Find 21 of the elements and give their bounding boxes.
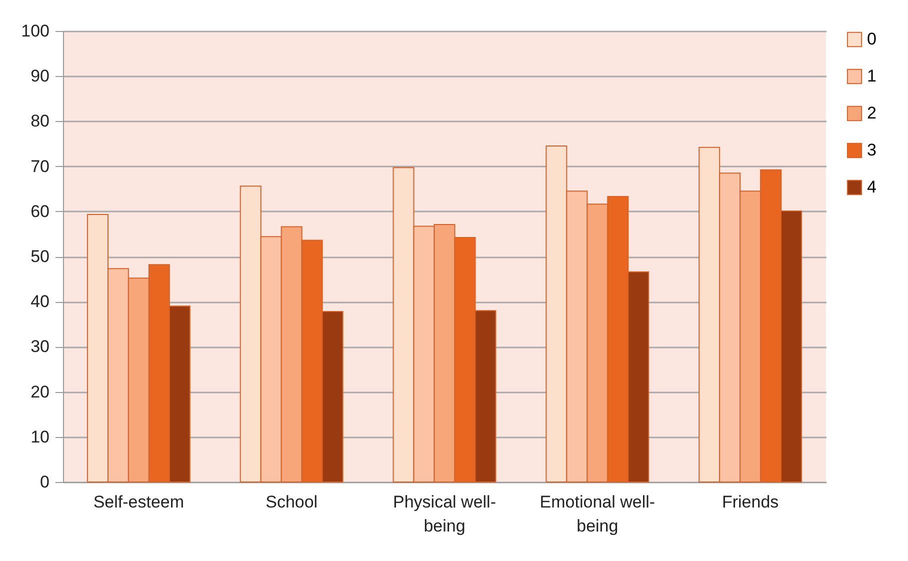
legend-label: 0 xyxy=(867,30,876,48)
x-tick-label: Friends xyxy=(722,492,779,512)
x-tick-label: School xyxy=(266,492,318,512)
x-tick-label: Emotional well-being xyxy=(540,492,656,536)
y-tick-label: 10 xyxy=(30,427,50,446)
y-tick-label: 30 xyxy=(30,337,50,356)
legend-label: 2 xyxy=(867,104,876,122)
y-tick-label: 90 xyxy=(30,66,50,86)
y-tick-label: 20 xyxy=(30,382,50,402)
y-tick-label: 50 xyxy=(30,247,50,266)
y-tick-label: 100 xyxy=(21,22,50,40)
legend-label: 4 xyxy=(867,178,876,196)
legend-label: 1 xyxy=(867,66,876,86)
x-tick-label: Self-esteem xyxy=(93,492,184,512)
y-tick-label: 70 xyxy=(30,156,50,176)
y-tick-label: 80 xyxy=(30,112,50,131)
x-tick-label: Physical well-being xyxy=(393,492,496,536)
y-tick-label: 40 xyxy=(30,292,50,312)
y-tick-label: 0 xyxy=(40,472,50,492)
y-tick-label: 60 xyxy=(30,202,50,221)
legend-label: 3 xyxy=(867,140,876,160)
